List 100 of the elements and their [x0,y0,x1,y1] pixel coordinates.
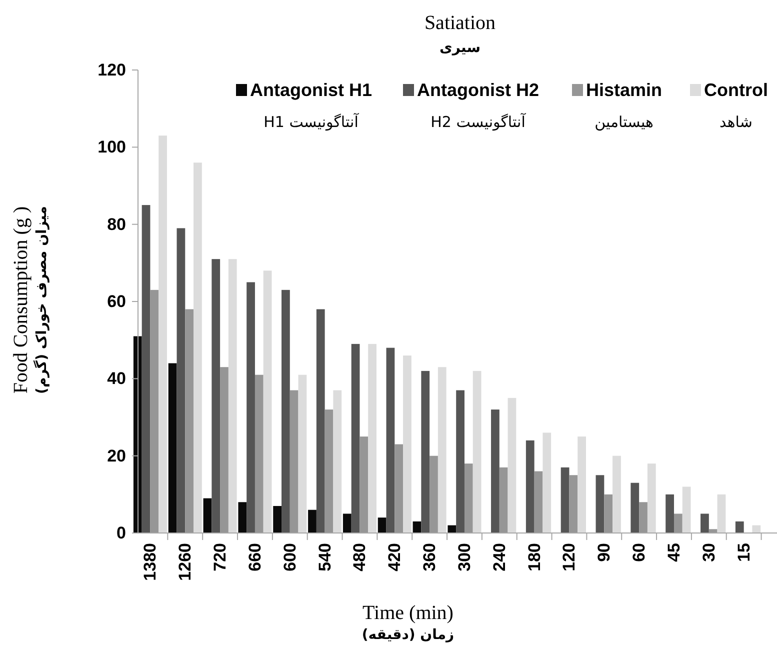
bar [430,456,438,533]
y-tick-label: 40 [107,369,126,388]
bar [682,486,691,533]
bar [421,370,430,533]
legend-label: Antagonist H1 [250,80,372,100]
bar [448,525,456,533]
bar [324,410,334,533]
bar [308,510,316,533]
y-tick-label: 120 [98,60,126,80]
x-axis-title: Time (min) [362,602,454,624]
bar [464,464,473,533]
bar [220,367,228,533]
legend-label: Antagonist H2 [417,80,540,100]
bar [569,475,578,533]
x-tick-label: 90 [594,543,614,562]
bar [612,456,621,533]
chart-subtitle: سیری [439,40,481,56]
bar [438,367,446,533]
bar [604,494,613,533]
bar [412,521,422,533]
bar [212,259,220,533]
bar [735,521,744,533]
text: زمان (دقیقه) [362,627,454,643]
x-tick-label: 600 [280,543,300,572]
bar [194,162,202,533]
x-tick-label: 120 [560,543,579,572]
x-tick-label: 45 [664,543,684,562]
bar [142,205,150,533]
x-tick-label: 60 [630,543,649,562]
bar [176,228,186,533]
bar [282,290,290,533]
bar [168,363,177,533]
bar [185,309,194,533]
x-tick-label: 540 [315,543,334,572]
bar [351,344,360,533]
y-tick-label: 0 [116,524,126,542]
x-tick-label: 720 [210,543,230,572]
bar [596,475,604,533]
bar [290,390,298,533]
y-tick-label: 60 [107,292,126,311]
bar [342,514,352,533]
bar [316,309,325,533]
bar [499,467,508,533]
x-tick-label: 1260 [176,543,195,581]
x-tick-label: 480 [350,543,370,572]
bar [333,390,342,533]
x-tick-label: 1380 [140,543,160,581]
chart-title: Satiation [424,12,496,34]
bar [360,436,368,533]
x-tick-label: 660 [245,543,264,572]
x-tick-label: 180 [524,543,544,572]
bar [578,436,586,533]
bar [674,514,682,533]
bar [273,506,282,533]
annotation: شاهد [720,113,752,131]
bar [542,432,552,533]
bar [700,514,709,533]
x-tick-label: 30 [699,543,718,562]
bar [491,410,500,533]
bar [403,356,412,533]
x-tick-label: 420 [385,543,404,572]
x-tick-label: 360 [420,543,440,572]
annotation: آنتاگونیست H2 [430,112,526,131]
bar [560,467,570,533]
bar [666,494,674,533]
annotation: آنتاگونیست H1 [264,112,360,131]
legend-label: Histamin [586,80,662,100]
bar [298,374,307,533]
x-tick-label: 240 [490,543,509,572]
bar [508,398,516,533]
bar [228,259,237,533]
bar [203,498,212,533]
legend-label: Control [704,80,768,100]
bar [534,471,543,533]
bar [630,482,640,533]
bar [254,374,264,533]
bar [378,518,386,533]
bar [472,370,482,533]
y-tick-label: 20 [107,446,126,466]
y-tick-label: 100 [98,138,126,157]
bar [238,502,247,533]
annotation: هیستامین [594,113,654,131]
bar [456,390,464,533]
bar [246,282,255,533]
x-tick-label: 15 [734,543,754,562]
y-axis-title: Food Consumption (g ) [10,206,32,394]
text: میزان مصرف خوراک (گرم) [33,206,50,394]
bar [150,290,159,533]
y-tick-label: 80 [107,214,126,234]
bar [158,136,167,533]
bar [708,529,718,533]
bar [717,494,726,533]
bar [394,444,404,533]
bar [639,502,648,533]
bar [386,348,395,533]
bar [526,440,534,533]
x-tick-label: 300 [454,543,474,572]
bar [647,464,656,533]
bar [368,344,376,533]
bar [752,525,761,533]
